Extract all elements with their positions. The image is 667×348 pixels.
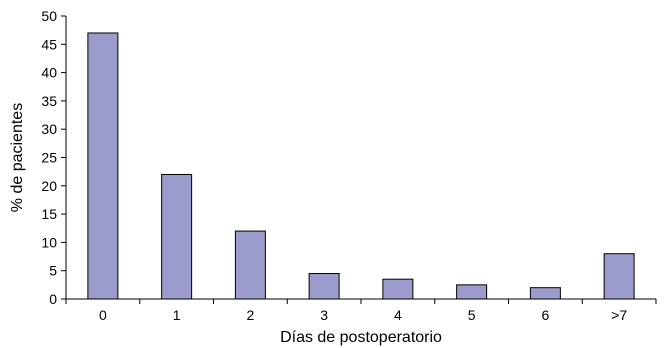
bar-6 — [529, 287, 561, 300]
y-tick-label: 15 — [41, 206, 57, 222]
bars — [87, 32, 635, 300]
y-tick-label: 45 — [41, 36, 57, 52]
x-tick-label: >7 — [611, 307, 627, 323]
x-tick-label: 4 — [394, 307, 402, 323]
x-tick-label: 3 — [320, 307, 328, 323]
bar-5 — [456, 284, 488, 300]
bar-0 — [87, 32, 119, 300]
y-tick-label: 40 — [41, 65, 57, 81]
y-axis-ticks: 0 5 10 15 20 25 30 35 40 45 50 — [41, 8, 66, 307]
y-tick-label: 10 — [41, 234, 57, 250]
y-tick-label: 0 — [49, 291, 57, 307]
y-tick-label: 30 — [41, 121, 57, 137]
y-tick-label: 50 — [41, 8, 57, 24]
x-tick-label: 6 — [541, 307, 549, 323]
y-tick-label: 35 — [41, 93, 57, 109]
x-axis-label: Días de postoperatorio — [280, 329, 442, 346]
x-tick-label: 0 — [99, 307, 107, 323]
x-tick-label: 5 — [468, 307, 476, 323]
x-tick-label: 2 — [246, 307, 254, 323]
x-axis-ticks: 0 1 2 3 4 5 6 >7 — [65, 299, 657, 323]
bar-4 — [382, 278, 414, 300]
y-tick-label: 25 — [41, 150, 57, 166]
bar-7 — [603, 253, 635, 300]
bar-1 — [161, 173, 193, 300]
y-tick-label: 5 — [49, 263, 57, 279]
bar-3 — [308, 273, 340, 300]
y-axis-label: % de pacientes — [9, 103, 26, 212]
x-tick-label: 1 — [173, 307, 181, 323]
bar-2 — [234, 230, 266, 300]
y-tick-label: 20 — [41, 178, 57, 194]
